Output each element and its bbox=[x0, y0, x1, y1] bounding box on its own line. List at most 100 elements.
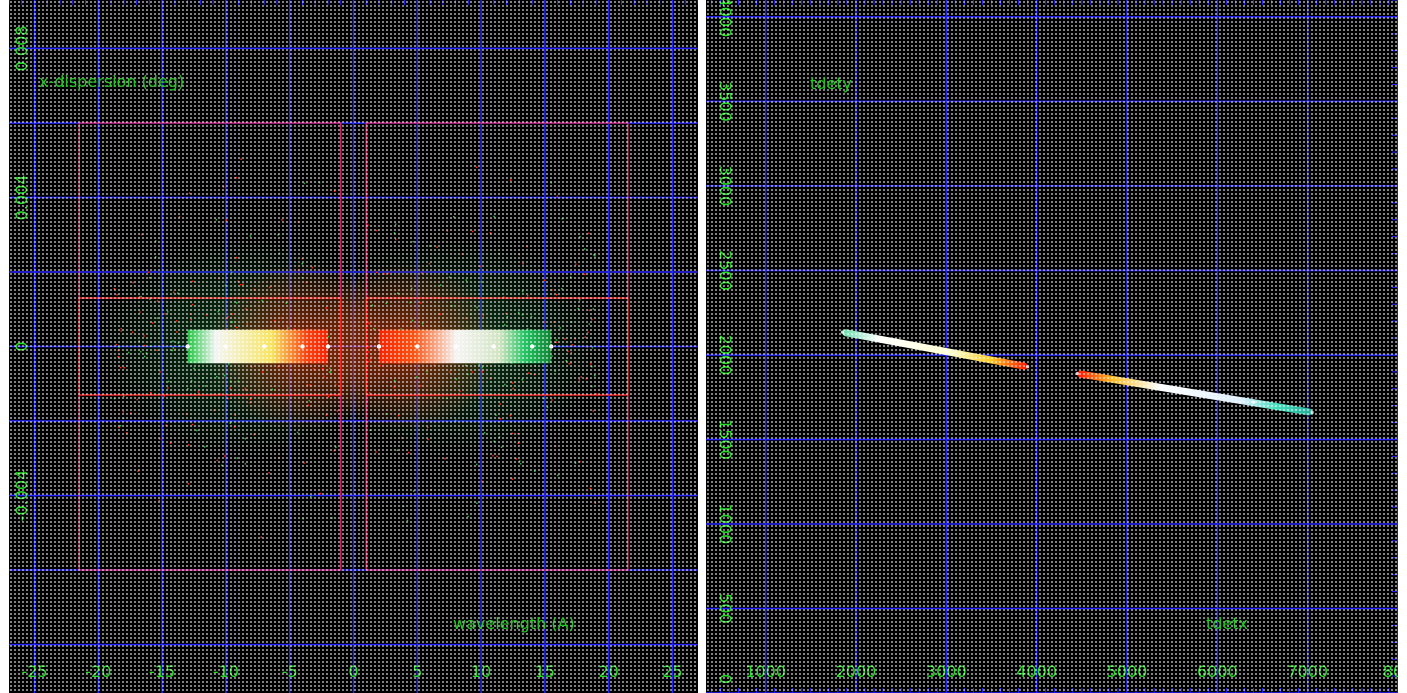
scatter-point bbox=[410, 287, 413, 290]
scatter-point bbox=[169, 442, 172, 444]
scatter-point bbox=[499, 403, 501, 405]
scatter-point bbox=[526, 327, 529, 330]
scatter-point bbox=[555, 293, 558, 296]
scatter-point bbox=[446, 230, 449, 232]
scatter-point bbox=[591, 385, 593, 388]
scatter-point bbox=[178, 215, 181, 218]
scatter-point bbox=[534, 365, 537, 367]
scatter-point bbox=[367, 224, 369, 226]
scatter-point bbox=[120, 330, 123, 332]
scatter-point bbox=[318, 440, 321, 443]
scatter-point bbox=[333, 190, 336, 192]
left-plot-canvas: -25 -20 -15 -10 -5 0 5 10 15 20 25 -0.004 0 0.004 0.00… bbox=[9, 0, 698, 693]
scatter-point bbox=[495, 414, 497, 416]
scatter-point bbox=[385, 413, 387, 415]
x-tick-label: 20 bbox=[599, 662, 619, 681]
scatter-point bbox=[517, 433, 519, 435]
scatter-point bbox=[300, 344, 305, 349]
scatter-point bbox=[512, 387, 514, 390]
scatter-points bbox=[95, 158, 606, 538]
scatter-point bbox=[559, 327, 562, 329]
scatter-point bbox=[543, 279, 546, 282]
scatter-point bbox=[186, 425, 188, 427]
scatter-point bbox=[202, 377, 204, 379]
scatter-point bbox=[235, 256, 238, 259]
scatter-point bbox=[557, 474, 559, 477]
scatter-point bbox=[213, 409, 215, 412]
scatter-point bbox=[214, 373, 217, 376]
x-tick-label: -20 bbox=[85, 662, 111, 681]
scatter-point bbox=[465, 279, 468, 281]
scatter-point bbox=[519, 460, 521, 462]
scatter-point bbox=[203, 446, 206, 448]
scatter-point bbox=[249, 398, 252, 400]
scatter-point bbox=[511, 478, 514, 480]
scatter-point bbox=[570, 351, 573, 354]
grid-lines bbox=[706, 0, 1398, 693]
scatter-point bbox=[482, 314, 485, 317]
scatter-point bbox=[187, 482, 190, 485]
scatter-point bbox=[499, 418, 502, 420]
scatter-point bbox=[126, 431, 128, 434]
scatter-point bbox=[588, 232, 590, 235]
scatter-point bbox=[185, 344, 190, 349]
scatter-point bbox=[383, 273, 385, 275]
scatter-point bbox=[465, 364, 467, 367]
scatter-point bbox=[321, 367, 324, 370]
x-tick-label: 5 bbox=[412, 662, 422, 681]
scatter-point bbox=[143, 355, 146, 358]
scatter-point bbox=[323, 375, 325, 378]
scatter-point bbox=[325, 414, 328, 416]
x-tick-label: 25 bbox=[662, 662, 682, 681]
scatter-point bbox=[367, 351, 370, 353]
scatter-point bbox=[367, 361, 370, 363]
scatter-point bbox=[277, 234, 279, 236]
scatter-point bbox=[509, 179, 512, 182]
scatter-point bbox=[578, 299, 581, 301]
scatter-point bbox=[570, 362, 572, 364]
scatter-point bbox=[229, 387, 231, 390]
scatter-point bbox=[433, 364, 436, 367]
scatter-point bbox=[162, 344, 165, 347]
scatter-point bbox=[393, 379, 396, 382]
scatter-point bbox=[591, 365, 593, 368]
scatter-point bbox=[476, 306, 478, 309]
scatter-point bbox=[503, 324, 506, 326]
scatter-point bbox=[293, 328, 295, 330]
tick-labels: 1000200030004000500060007000800050010001… bbox=[716, 0, 1398, 684]
scatter-point bbox=[368, 392, 371, 394]
scatter-point bbox=[1170, 388, 1174, 393]
scatter-point bbox=[216, 375, 218, 378]
scatter-point bbox=[223, 374, 226, 377]
scatter-point bbox=[196, 429, 198, 432]
scatter-point bbox=[147, 271, 150, 273]
scatter-point bbox=[253, 433, 255, 436]
scatter-points bbox=[840, 329, 1314, 416]
scatter-point bbox=[158, 438, 161, 440]
scatter-point bbox=[397, 414, 400, 417]
data-band-positive-order bbox=[379, 329, 552, 364]
scatter-point bbox=[226, 328, 229, 330]
x-tick-label: 5000 bbox=[1107, 662, 1148, 681]
scatter-point bbox=[172, 340, 174, 343]
y-tick-label: 500 bbox=[716, 593, 735, 624]
y-tick-label: 4000 bbox=[716, 0, 735, 37]
scatter-point bbox=[177, 342, 180, 344]
scatter-point bbox=[242, 283, 244, 285]
x-tick-label: 15 bbox=[535, 662, 555, 681]
scatter-point bbox=[274, 319, 276, 322]
x-tick-label: 3000 bbox=[926, 662, 967, 681]
scatter-point bbox=[549, 344, 554, 349]
scatter-point bbox=[156, 349, 158, 352]
scatter-point bbox=[467, 515, 469, 518]
x-axis-title: wavelength (A) bbox=[453, 614, 575, 633]
x-axis-title: tdetx bbox=[1206, 614, 1249, 633]
scatter-point bbox=[120, 327, 122, 330]
scatter-point bbox=[261, 344, 267, 349]
scatter-point bbox=[229, 422, 232, 424]
scatter-point bbox=[228, 363, 230, 365]
scatter-point bbox=[529, 344, 535, 349]
scatter-point bbox=[301, 277, 304, 279]
scatter-point bbox=[370, 355, 373, 358]
scatter-point bbox=[491, 344, 497, 349]
